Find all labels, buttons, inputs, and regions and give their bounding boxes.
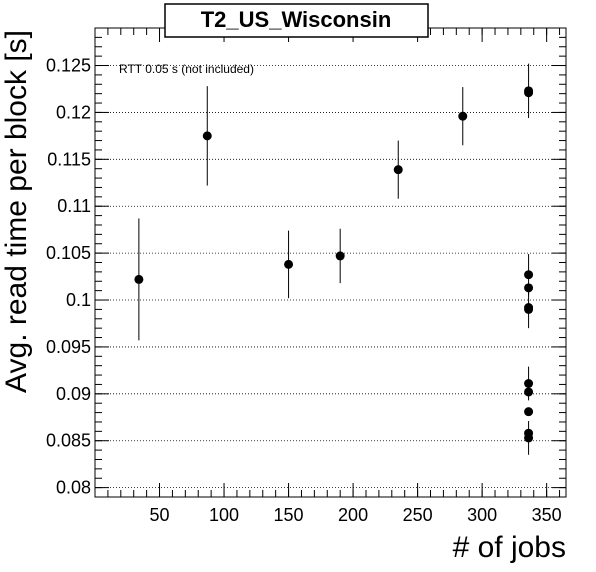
y-tick-label: 0.1 — [66, 290, 91, 310]
y-tick-label: 0.09 — [56, 384, 91, 404]
y-tick-label: 0.085 — [46, 431, 91, 451]
data-point — [335, 251, 345, 261]
y-tick-label: 0.125 — [46, 56, 91, 76]
x-tick-label: 150 — [274, 505, 304, 525]
plot-frame — [94, 27, 567, 498]
rtt-annotation: RTT 0.05 s (not included) — [119, 62, 254, 76]
y-tick-label: 0.095 — [46, 337, 91, 357]
data-point — [284, 259, 294, 269]
data-point — [524, 304, 534, 314]
data-point — [393, 165, 403, 175]
data-point — [134, 274, 144, 284]
chart-title: T2_US_Wisconsin — [201, 7, 392, 32]
data-points — [134, 63, 534, 455]
y-axis-title: Avg. read time per block [s] — [0, 30, 33, 393]
y-axis-ticks: 0.08 0.085 0.09 0.095 0.1 0.105 0.11 0.115 0.12 0… — [46, 27, 566, 498]
data-point — [524, 407, 534, 417]
x-axis-title: # of jobs — [453, 531, 566, 564]
x-tick-label: 250 — [403, 505, 433, 525]
data-point — [524, 433, 534, 443]
data-point — [524, 88, 534, 98]
y-tick-label: 0.115 — [47, 149, 91, 169]
x-axis-ticks: 50 100 150 200 250 300 350 — [107, 28, 562, 525]
x-tick-label: 350 — [532, 505, 562, 525]
title-box — [164, 3, 429, 38]
y-tick-label: 0.105 — [46, 243, 91, 263]
data-point — [202, 131, 212, 141]
y-tick-label: 0.11 — [57, 196, 91, 216]
grid — [95, 65, 566, 489]
data-point — [524, 387, 534, 397]
x-tick-label: 200 — [338, 505, 368, 525]
x-tick-label: 100 — [209, 505, 239, 525]
x-tick-label: 50 — [150, 505, 170, 525]
data-point — [524, 270, 534, 280]
y-tick-label: 0.12 — [56, 102, 91, 122]
data-point — [458, 111, 468, 121]
x-tick-label: 300 — [467, 505, 497, 525]
y-tick-label: 0.08 — [56, 478, 91, 498]
data-point — [524, 379, 534, 389]
